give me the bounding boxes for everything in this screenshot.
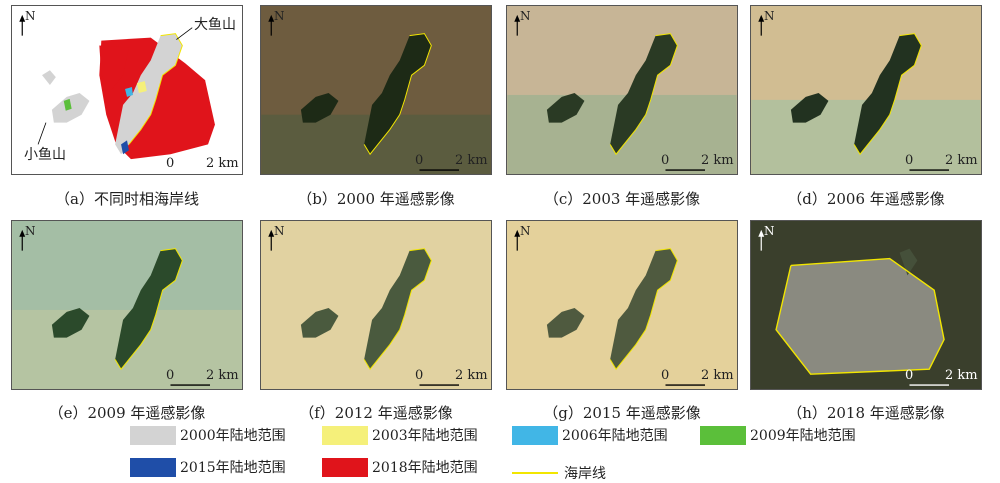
legend-item-2006: 2006年陆地范围 [512,425,668,445]
legend-label: 2003年陆地范围 [372,428,478,444]
panel-h-imagery: N 0 2 km [750,220,982,390]
legend-item-2000: 2000年陆地范围 [130,425,286,445]
scale-label: 2 km [455,153,488,168]
panel-a-coastline-map: N 大鱼山 小鱼山 0 2 km [11,5,243,175]
scale-label: 2 km [701,368,734,383]
legend-swatch [322,425,368,445]
caption-b: （b）2000 年遥感影像 [297,190,455,208]
panel-d-imagery: N 0 2 km [750,5,982,175]
panel-c-imagery: N 0 2 km [506,5,738,175]
legend-label: 2018年陆地范围 [372,460,478,476]
scale-zero: 0 [661,368,670,383]
leader-line [176,27,193,40]
caption-g: （g）2015 年遥感影像 [543,404,701,422]
legend-item-2018: 2018年陆地范围 [322,457,478,477]
scale-label: 2 km [701,153,734,168]
legend-line [512,472,558,474]
scale-label: 2 km [945,153,978,168]
small-island-label: 小鱼山 [24,147,66,163]
panel-b-imagery: N 0 2 km [260,5,492,175]
scale-zero: 0 [166,368,175,383]
legend-item-coastline: 海岸线 [512,463,606,483]
north-label: N [764,9,775,23]
legend-swatch [130,457,176,477]
north-label: N [25,224,36,238]
legend-swatch [322,457,368,477]
land-2000-area [42,70,56,86]
panel-f-imagery: N 0 2 km [260,220,492,390]
land-2009-area [63,98,72,111]
scale-zero: 0 [905,153,914,168]
north-label: N [520,224,531,238]
land-2006-area [125,87,133,97]
panel-g-imagery: N 0 2 km [506,220,738,390]
caption-a: （a）不同时相海岸线 [55,190,199,208]
legend-swatch [130,425,176,445]
north-label: N [274,9,285,23]
leader-line [37,122,47,145]
scale-label: 2 km [455,368,488,383]
legend-label: 2006年陆地范围 [562,428,668,444]
land-2018-area [99,45,129,90]
scale-label: 2 km [206,368,239,383]
legend-label: 2009年陆地范围 [750,428,856,444]
legend: 2000年陆地范围 2003年陆地范围 2006年陆地范围 2009年陆地范围 … [130,425,875,482]
legend-item-2009: 2009年陆地范围 [700,425,856,445]
legend-label: 2015年陆地范围 [180,460,286,476]
legend-swatch [512,425,558,445]
caption-e: （e）2009 年遥感影像 [48,404,206,422]
land-2003-area [136,81,147,93]
north-label: N [25,9,36,23]
land-2015-area [121,140,129,155]
legend-item-2015: 2015年陆地范围 [130,457,286,477]
caption-f: （f）2012 年遥感影像 [299,404,453,422]
scale-zero: 0 [415,368,424,383]
north-arrow-icon [19,14,26,22]
panel-e-imagery: N 0 2 km [11,220,243,390]
land-2000-area [115,33,183,155]
caption-h: （h）2018 年遥感影像 [787,404,945,422]
scale-zero: 0 [166,156,175,171]
scale-zero: 0 [415,153,424,168]
caption-d: （d）2006 年遥感影像 [787,190,945,208]
big-island-label: 大鱼山 [194,17,236,33]
north-label: N [274,224,285,238]
scale-label: 2 km [206,156,239,171]
north-label: N [764,224,775,238]
coastline [128,33,183,145]
scale-zero: 0 [905,368,914,383]
north-label: N [520,9,531,23]
scale-zero: 0 [661,153,670,168]
scale-label: 2 km [945,368,978,383]
legend-swatch [700,425,746,445]
legend-label: 海岸线 [564,466,606,482]
caption-c: （c）2003 年遥感影像 [543,190,701,208]
coastline-map [19,14,215,160]
legend-label: 2000年陆地范围 [180,428,286,444]
legend-item-2003: 2003年陆地范围 [322,425,478,445]
